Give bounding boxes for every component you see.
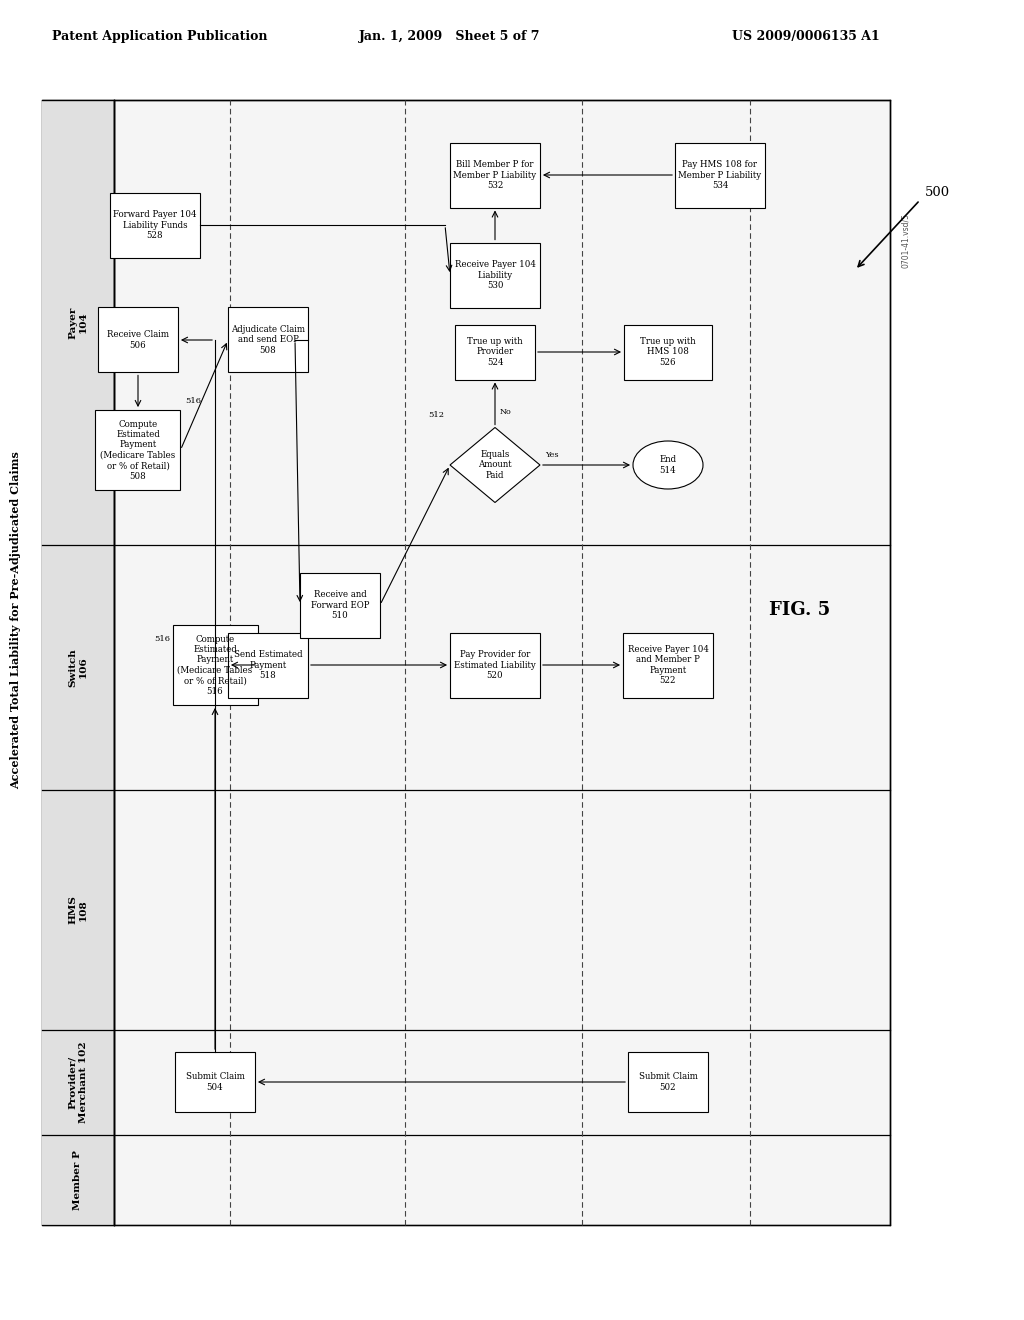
Bar [42, 100, 114, 545]
Text: 500: 500 [925, 186, 950, 198]
FancyBboxPatch shape [455, 325, 535, 380]
Text: Submit Claim
502: Submit Claim 502 [639, 1072, 697, 1092]
Text: FIG. 5: FIG. 5 [769, 601, 830, 619]
FancyBboxPatch shape [228, 308, 308, 372]
FancyBboxPatch shape [172, 624, 257, 705]
Text: No: No [500, 408, 512, 417]
Text: Submit Claim
504: Submit Claim 504 [185, 1072, 245, 1092]
FancyBboxPatch shape [228, 632, 308, 697]
Text: End
514: End 514 [659, 455, 677, 475]
Bar [42, 789, 114, 1030]
FancyBboxPatch shape [628, 1052, 708, 1111]
Bar [42, 100, 890, 1225]
Text: Compute
Estimated
Payment
(Medicare Tables
or % of Retail)
508: Compute Estimated Payment (Medicare Tabl… [100, 420, 176, 480]
Text: Provider/
Merchant 102: Provider/ Merchant 102 [69, 1041, 88, 1123]
Text: Accelerated Total Liability for Pre-Adjudicated Claims: Accelerated Total Liability for Pre-Adju… [10, 451, 22, 789]
Bar [42, 545, 114, 789]
Text: Switch
106: Switch 106 [69, 648, 88, 686]
Text: Send Estimated
Payment
518: Send Estimated Payment 518 [233, 651, 302, 680]
FancyBboxPatch shape [624, 325, 712, 380]
Text: Equals
Amount
Paid: Equals Amount Paid [478, 450, 512, 480]
FancyBboxPatch shape [675, 143, 765, 207]
Bar [42, 1030, 114, 1135]
FancyBboxPatch shape [450, 243, 540, 308]
Text: Pay Provider for
Estimated Liability
520: Pay Provider for Estimated Liability 520 [454, 651, 536, 680]
Ellipse shape [633, 441, 703, 488]
Polygon shape [450, 428, 540, 503]
Text: 512: 512 [428, 412, 444, 420]
Text: Receive Payer 104
and Member P
Payment
522: Receive Payer 104 and Member P Payment 5… [628, 645, 709, 685]
Text: Receive and
Forward EOP
510: Receive and Forward EOP 510 [310, 590, 370, 620]
Text: Patent Application Publication: Patent Application Publication [52, 30, 267, 44]
Text: 0701-41.vsd/5: 0701-41.vsd/5 [900, 213, 909, 268]
Text: Member P: Member P [74, 1150, 83, 1210]
Text: True up with
Provider
524: True up with Provider 524 [467, 337, 523, 367]
Text: Pay HMS 108 for
Member P Liability
534: Pay HMS 108 for Member P Liability 534 [679, 160, 762, 190]
Text: Yes: Yes [545, 451, 558, 459]
FancyBboxPatch shape [175, 1052, 255, 1111]
FancyBboxPatch shape [98, 308, 178, 372]
Text: Bill Member P for
Member P Liability
532: Bill Member P for Member P Liability 532 [454, 160, 537, 190]
Text: US 2009/0006135 A1: US 2009/0006135 A1 [732, 30, 880, 44]
FancyBboxPatch shape [450, 632, 540, 697]
Text: HMS
108: HMS 108 [69, 895, 88, 924]
FancyBboxPatch shape [450, 143, 540, 207]
Text: 516: 516 [155, 635, 171, 643]
Text: Receive Claim
506: Receive Claim 506 [106, 330, 169, 350]
Text: Adjudicate Claim
and send EOP
508: Adjudicate Claim and send EOP 508 [231, 325, 305, 355]
Bar [42, 1135, 114, 1225]
Text: Receive Payer 104
Liability
530: Receive Payer 104 Liability 530 [455, 260, 536, 290]
Text: Compute
Estimated
Payment
(Medicare Tables
or % of Retail)
516: Compute Estimated Payment (Medicare Tabl… [177, 635, 253, 696]
FancyBboxPatch shape [623, 632, 713, 697]
Text: True up with
HMS 108
526: True up with HMS 108 526 [640, 337, 696, 367]
FancyBboxPatch shape [300, 573, 380, 638]
Text: 516: 516 [185, 397, 202, 405]
Text: Forward Payer 104
Liability Funds
528: Forward Payer 104 Liability Funds 528 [114, 210, 197, 240]
FancyBboxPatch shape [110, 193, 200, 257]
FancyBboxPatch shape [95, 411, 180, 490]
Text: Jan. 1, 2009   Sheet 5 of 7: Jan. 1, 2009 Sheet 5 of 7 [359, 30, 541, 44]
Text: Payer
104: Payer 104 [69, 306, 88, 339]
